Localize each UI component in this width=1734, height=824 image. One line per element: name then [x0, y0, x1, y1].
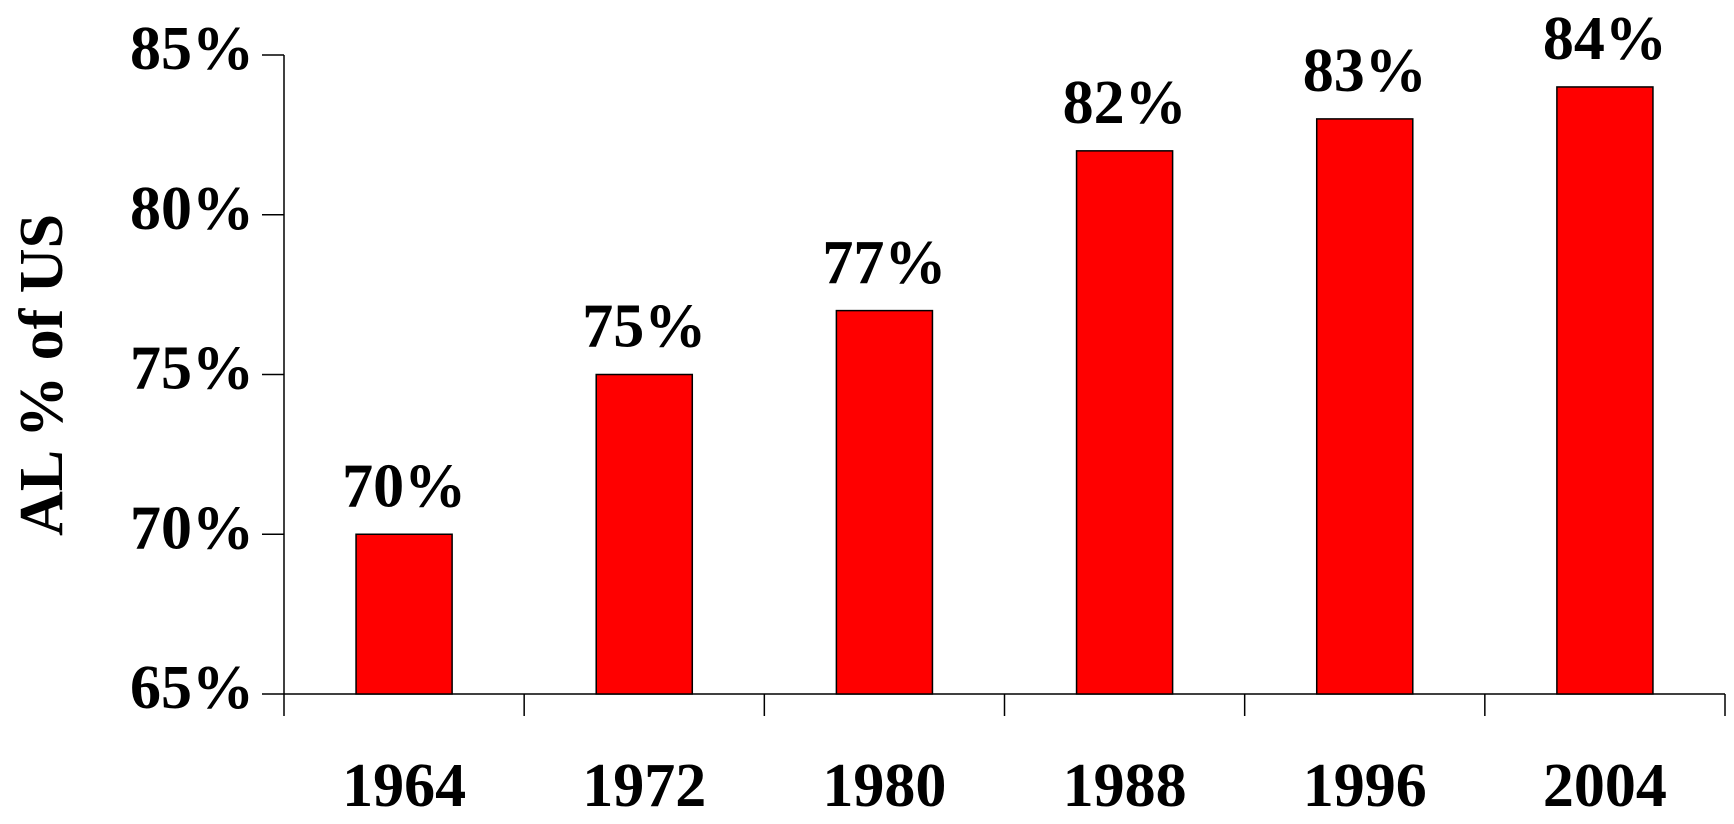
x-tick-label: 1972	[582, 752, 706, 820]
value-label: 82%	[1063, 69, 1187, 137]
x-tick-label: 1964	[342, 752, 466, 820]
value-label: 83%	[1303, 37, 1427, 105]
y-axis-label: AL % of US	[8, 214, 76, 536]
bar	[1075, 150, 1174, 695]
bar	[1315, 118, 1414, 695]
bar	[355, 533, 453, 695]
value-label: 77%	[822, 229, 946, 297]
bar	[835, 309, 934, 695]
y-tick-label: 85%	[130, 15, 254, 83]
y-tick-label: 70%	[130, 494, 254, 562]
bar	[1556, 86, 1654, 695]
x-tick-label: 1980	[822, 752, 946, 820]
x-tick-label: 1996	[1303, 752, 1427, 820]
value-label: 84%	[1543, 5, 1667, 73]
x-tick-label: 1988	[1063, 752, 1187, 820]
y-tick-label: 65%	[130, 654, 254, 722]
bar	[595, 373, 694, 695]
value-label: 75%	[582, 293, 706, 361]
value-label: 70%	[342, 452, 466, 520]
y-tick-label: 80%	[130, 175, 254, 243]
x-tick-label: 2004	[1543, 752, 1667, 820]
y-tick-label: 75%	[130, 335, 254, 403]
